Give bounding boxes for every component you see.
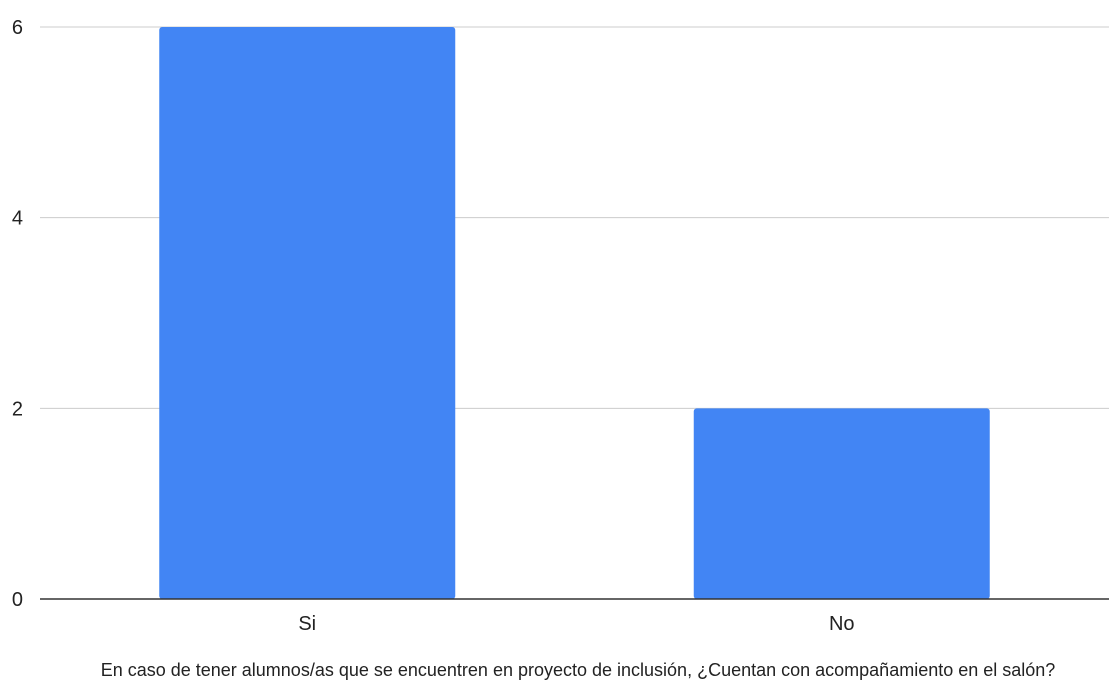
y-tick-label-6: 6: [12, 17, 23, 39]
y-tick-label-2: 2: [12, 398, 23, 420]
y-tick-label-0: 0: [12, 589, 23, 611]
bar-si: [159, 27, 456, 599]
x-tick-labels: Si No: [298, 613, 854, 635]
y-tick-labels: 0 2 4 6: [12, 17, 23, 611]
x-tick-label-no: No: [829, 613, 855, 635]
y-tick-label-4: 4: [12, 208, 23, 230]
x-tick-label-si: Si: [298, 613, 316, 635]
bars: [159, 27, 990, 599]
bar-no: [693, 408, 990, 599]
x-axis-label: En caso de tener alumnos/as que se encue…: [101, 660, 1056, 680]
